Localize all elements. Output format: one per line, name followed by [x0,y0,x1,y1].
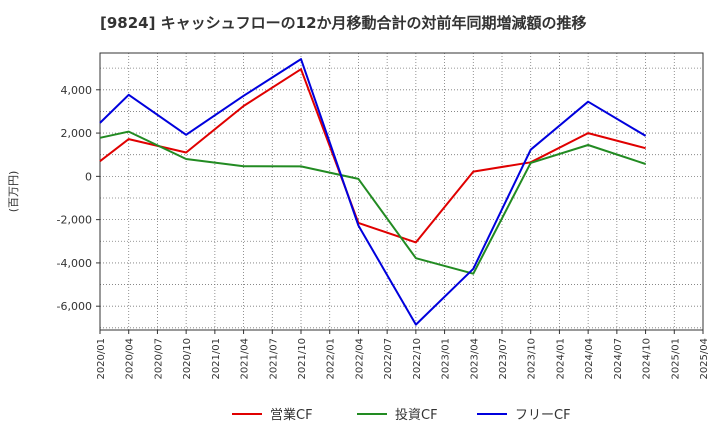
x-tick-label: 2023/07 [498,338,509,380]
y-tick-label: 0 [85,170,92,183]
x-tick-label: 2025/04 [699,338,710,380]
y-tick-label: -6,000 [57,300,92,313]
series-line-2 [99,130,646,275]
x-tick-label: 2023/10 [527,338,538,380]
x-tick-label: 2024/10 [642,338,653,380]
x-tick-label: 2020/10 [182,338,193,380]
legend-label-3: フリーCF [515,408,571,423]
x-tick-label: 2020/04 [125,338,136,380]
x-tick-label: 2021/10 [297,338,308,380]
legend-label-2: 投資CF [395,407,438,423]
y-axis-label: (百万円) [7,171,20,213]
x-tick-label: 2020/01 [96,338,107,380]
x-tick-label: 2023/04 [469,338,480,380]
x-tick-label: 2020/07 [153,338,164,380]
x-tick-label: 2021/01 [211,338,222,380]
x-tick-label: 2022/01 [326,338,337,380]
legend-label-1: 営業CF [270,407,313,423]
plot-frame [99,52,704,331]
chart-title: [9824] キャッシュフローの12か月移動合計の対前年同期増減額の推移 [100,14,587,32]
y-tick-label: -4,000 [57,257,92,270]
x-tick-label: 2021/04 [240,338,251,380]
x-tick-label: 2022/07 [383,338,394,380]
x-tick-label: 2021/07 [268,338,279,380]
y-tick-label: 2,000 [61,127,93,140]
x-tick-label: 2022/04 [354,338,365,380]
series-line-3 [99,58,647,326]
y-tick-label: 4,000 [61,84,93,97]
x-tick-label: 2022/10 [412,338,423,380]
y-tick-label: -2,000 [57,214,92,227]
series-line-1 [99,68,646,244]
x-tick-label: 2024/01 [555,338,566,380]
x-tick-label: 2024/07 [613,338,624,380]
x-tick-label: 2024/04 [584,338,595,380]
x-tick-label: 2025/01 [670,338,681,380]
x-tick-label: 2023/01 [441,338,452,380]
